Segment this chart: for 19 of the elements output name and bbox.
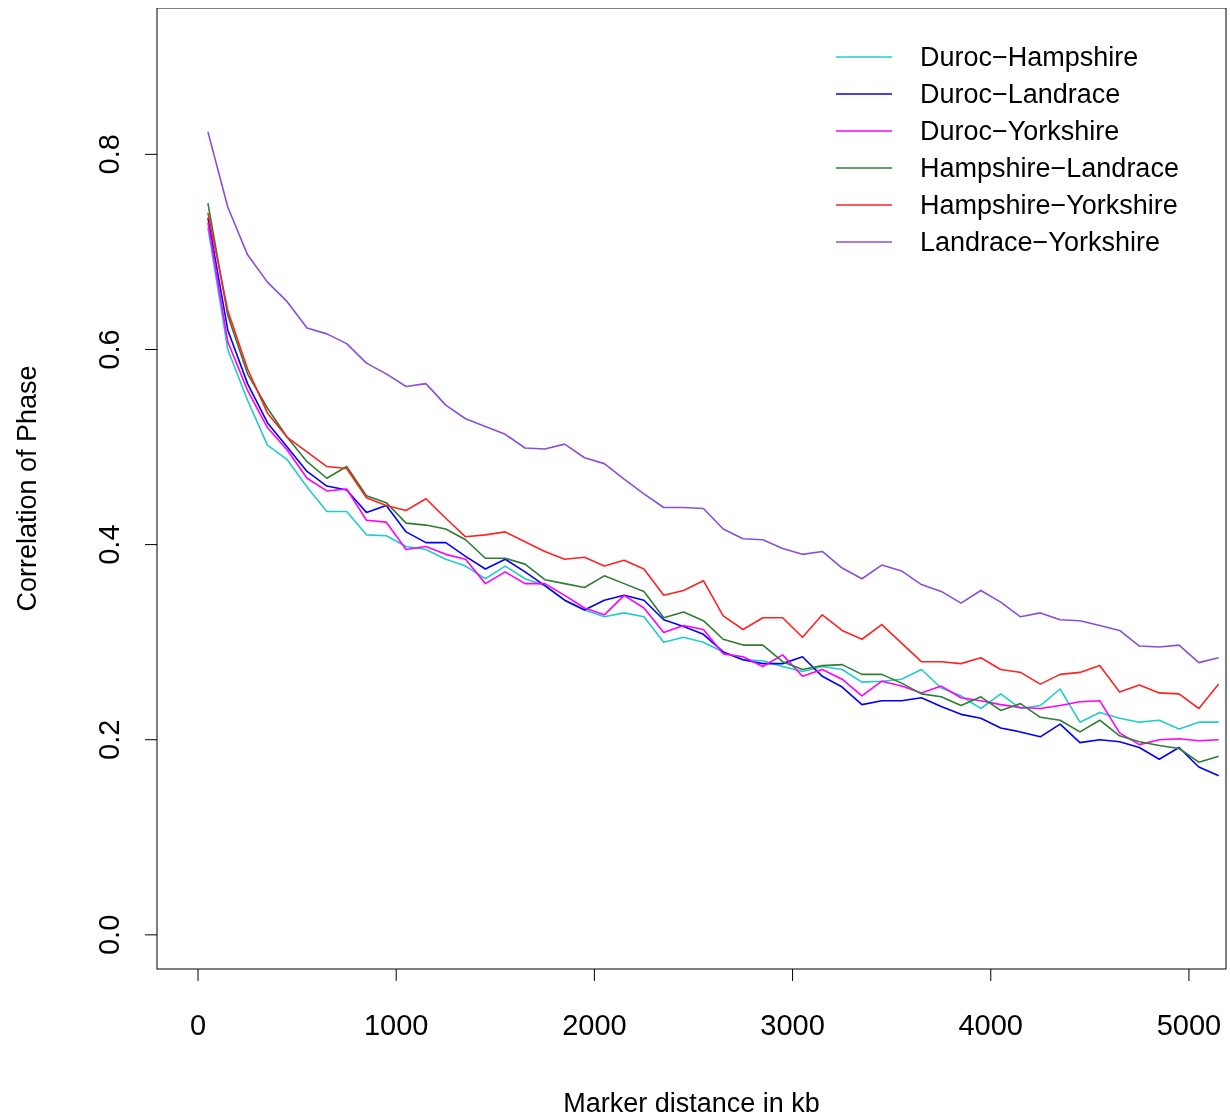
y-axis-title: Correlation of Phase xyxy=(12,365,42,612)
x-tick-label: 5000 xyxy=(1156,1009,1222,1041)
legend-label: Duroc−Hampshire xyxy=(920,42,1139,73)
y-tick-label: 0.6 xyxy=(93,329,126,370)
x-tick-label: 2000 xyxy=(562,1009,627,1041)
y-tick-label: 0.4 xyxy=(93,524,126,565)
legend-label: Duroc−Landrace xyxy=(920,79,1121,110)
legend-label: Landrace−Yorkshire xyxy=(920,227,1160,258)
x-tick-label: 3000 xyxy=(760,1009,825,1041)
y-tick-label: 0.2 xyxy=(93,719,126,760)
legend-label: Hampshire−Yorkshire xyxy=(920,190,1178,221)
legend-label: Duroc−Yorkshire xyxy=(920,116,1120,147)
y-tick-label: 0.8 xyxy=(93,134,126,175)
x-tick-label: 0 xyxy=(189,1009,207,1041)
x-tick-label: 1000 xyxy=(363,1009,429,1041)
x-axis-title: Marker distance in kb xyxy=(563,1088,820,1118)
x-tick-label: 4000 xyxy=(958,1009,1024,1041)
legend-label: Hampshire−Landrace xyxy=(920,153,1179,184)
y-tick-label: 0.0 xyxy=(93,914,126,956)
